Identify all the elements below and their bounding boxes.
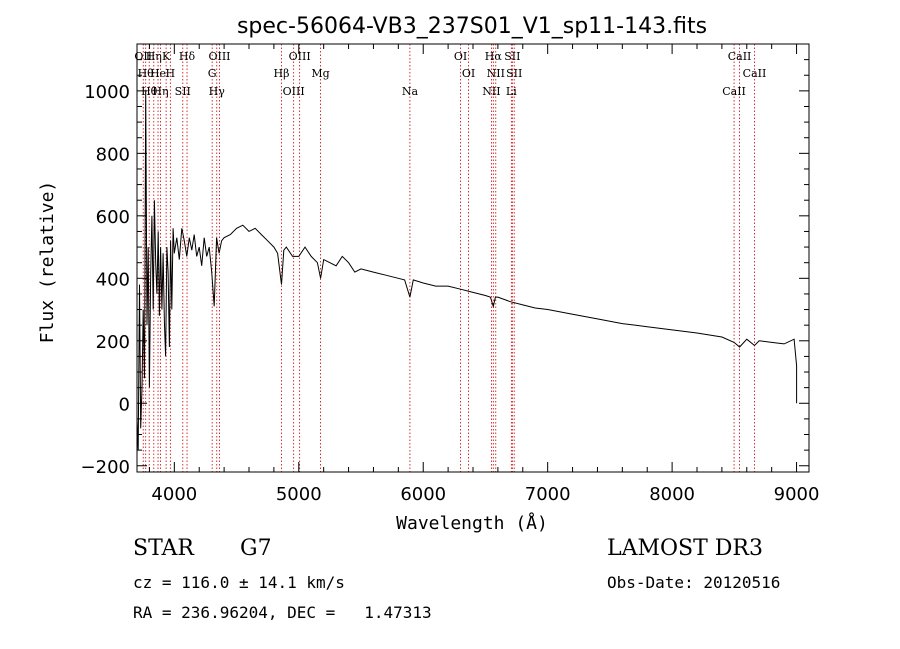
y-tick-label: −200 — [81, 457, 130, 478]
line-label: OIII — [208, 50, 230, 63]
spectral-line-markers — [142, 44, 755, 472]
x-tick-label: 4000 — [151, 484, 197, 505]
object-class: STAR — [133, 536, 194, 561]
line-label: Hδ — [179, 50, 196, 63]
x-tick-label: 5000 — [276, 484, 322, 505]
line-label: CaII — [728, 50, 752, 63]
line-label: Hθ — [138, 67, 155, 80]
line-label: G — [208, 67, 217, 80]
y-tick-label: 200 — [96, 332, 130, 353]
chart-title: spec-56064-VB3_237S01_V1_sp11-143.fits — [237, 14, 707, 39]
survey-name: LAMOST DR3 — [607, 536, 763, 561]
line-label: NII — [482, 85, 500, 98]
line-label: He — [150, 67, 166, 80]
line-label: Mg — [311, 67, 329, 80]
spectral-line-labels: OIIHθHθHηHeHηKHSIIHδGHγOIIIHβOIIIOIIIMgN… — [134, 50, 766, 98]
line-label: Na — [402, 85, 419, 98]
line-label: CaII — [743, 67, 767, 80]
y-axis-ticks: −200 0 200 400 600 800 1000 — [81, 59, 809, 478]
line-label: Li — [506, 85, 517, 98]
redshift-velocity: cz = 116.0 ± 14.1 km/s — [133, 573, 345, 592]
y-tick-label: 600 — [96, 207, 130, 228]
y-tick-label: 800 — [96, 144, 130, 165]
line-label: Hη — [146, 50, 162, 63]
plot-frame — [136, 43, 810, 473]
line-label: CaII — [722, 85, 746, 98]
line-label: OIII — [289, 50, 311, 63]
y-tick-label: 1000 — [84, 82, 130, 103]
coordinates: RA = 236.96204, DEC = 1.47313 — [133, 603, 432, 622]
line-label: NII — [487, 67, 505, 80]
line-label: Hβ — [274, 67, 290, 80]
y-axis-label: Flux (relative) — [37, 181, 58, 344]
y-tick-label: 400 — [96, 269, 130, 290]
x-tick-label: 7000 — [525, 484, 571, 505]
x-tick-label: 6000 — [400, 484, 446, 505]
line-label: SII — [506, 67, 522, 80]
x-tick-label: 9000 — [774, 484, 820, 505]
line-label: Hγ — [209, 85, 226, 98]
object-subclass: G7 — [240, 536, 272, 561]
line-label: Hα — [485, 50, 503, 63]
y-tick-label: 0 — [119, 394, 130, 415]
line-label: K — [162, 50, 171, 63]
x-axis-label: Wavelength (Å) — [396, 512, 548, 534]
x-axis-ticks: 4000 5000 6000 7000 8000 9000 — [148, 44, 820, 505]
line-label: Hη — [152, 85, 168, 98]
x-tick-label: 8000 — [649, 484, 695, 505]
line-label: SII — [175, 85, 191, 98]
flux-series-line — [136, 90, 798, 451]
line-label: SII — [504, 50, 520, 63]
observation-date: Obs-Date: 20120516 — [607, 573, 781, 592]
line-label: OIII — [283, 85, 305, 98]
line-label: OI — [454, 50, 467, 63]
line-label: OI — [462, 67, 475, 80]
line-label: H — [166, 67, 176, 80]
